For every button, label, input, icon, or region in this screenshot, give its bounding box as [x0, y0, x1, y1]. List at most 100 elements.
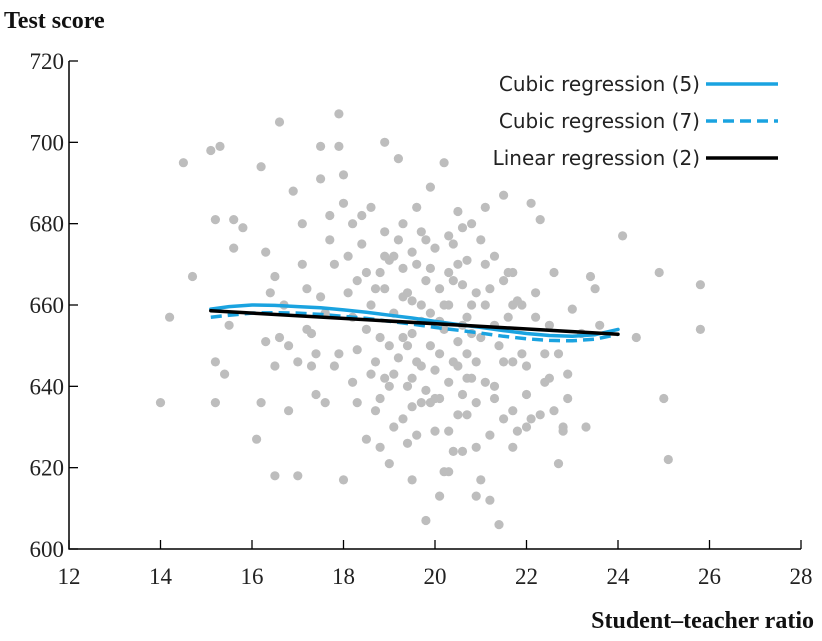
scatter-point	[421, 385, 431, 395]
scatter-point	[444, 300, 454, 310]
y-tick-label: 640	[30, 374, 65, 399]
scatter-point	[274, 117, 285, 127]
scatter-point	[416, 227, 426, 237]
scatter-point	[503, 312, 513, 322]
scatter-point	[316, 174, 326, 184]
scatter-point	[659, 393, 669, 404]
scatter-point	[210, 357, 220, 367]
scatter-point	[430, 393, 440, 404]
scatter-point	[238, 223, 248, 233]
scatter-point	[384, 459, 394, 469]
scatter-point	[334, 109, 344, 119]
scatter-point	[508, 442, 518, 452]
scatter-point	[425, 263, 435, 273]
scatter-point	[444, 231, 454, 241]
x-tick-label: 14	[149, 564, 173, 589]
scatter-point	[325, 235, 335, 245]
x-tick-label: 28	[790, 564, 813, 589]
scatter-point	[695, 280, 706, 290]
x-tick-label: 22	[515, 564, 538, 589]
tick-labels: 12 14 16 18 20 22 24 26 28 600 620 640 660 680 700 720	[30, 49, 813, 589]
scatter-point	[521, 361, 532, 371]
scatter-point	[306, 361, 317, 371]
scatter-point	[508, 357, 518, 367]
scatter-point	[398, 292, 408, 302]
scatter-point	[357, 210, 367, 221]
scatter-point	[412, 259, 422, 269]
scatter-point	[284, 341, 294, 351]
scatter-point	[485, 495, 495, 505]
scatter-point	[398, 219, 408, 229]
scatter-point	[348, 377, 358, 387]
scatter-point	[567, 304, 577, 314]
scatter-point	[334, 349, 344, 359]
scatter-point	[338, 170, 349, 180]
scatter-point	[535, 215, 545, 225]
scatter-point	[494, 520, 504, 530]
scatter-point	[439, 467, 449, 477]
scatter-point	[402, 381, 413, 391]
scatter-point	[453, 259, 463, 269]
scatter-point	[535, 410, 545, 420]
scatter-point	[366, 300, 376, 310]
scatter-point	[284, 406, 294, 416]
scatter-point	[476, 475, 486, 485]
scatter-point	[654, 267, 664, 278]
regression-line-cubic5	[209, 303, 620, 339]
scatter-point	[521, 422, 532, 432]
regression-line-cubic7	[210, 310, 619, 343]
scatter-point	[526, 414, 536, 424]
scatter-point	[663, 454, 673, 465]
scatter-point	[549, 406, 559, 416]
scatter-point	[407, 296, 417, 306]
scatter-point	[402, 341, 413, 351]
scatter-point	[444, 426, 454, 436]
x-tick-label: 12	[58, 564, 81, 589]
scatter-point	[430, 426, 440, 436]
scatter-point	[462, 349, 472, 359]
scatter-point	[270, 361, 280, 371]
scatter-point	[384, 381, 394, 391]
scatter-point	[380, 227, 390, 237]
scatter-point	[398, 414, 408, 424]
scatter-point	[375, 393, 385, 404]
scatter-point	[325, 210, 335, 221]
scatter-point	[457, 389, 468, 400]
scatter-point	[553, 349, 564, 359]
scatter-point	[393, 235, 403, 245]
scatter-point	[187, 271, 198, 282]
scatter-point	[526, 198, 536, 208]
scatter-point	[467, 219, 477, 229]
scatter-point	[297, 219, 307, 229]
scatter-point	[366, 369, 376, 379]
scatter-point	[480, 300, 490, 310]
scatter-point	[338, 475, 349, 485]
scatter-point	[224, 320, 234, 330]
scatter-point	[531, 288, 541, 298]
scatter-point	[467, 300, 477, 310]
scatter-point	[563, 369, 573, 379]
scatter-point	[544, 320, 555, 330]
scatter-point	[435, 284, 445, 294]
y-tick-label: 700	[30, 130, 65, 155]
scatter-point	[288, 186, 298, 196]
y-tick-label: 720	[30, 49, 65, 74]
scatter-point	[489, 251, 500, 261]
x-tick-label: 16	[241, 564, 264, 589]
x-axis-title: Student–teacher ratio	[591, 608, 814, 634]
scatter-point	[531, 312, 541, 322]
scatter-point	[494, 341, 504, 351]
scatter-point	[270, 471, 280, 481]
scatter-point	[178, 158, 188, 168]
scatter-point	[293, 357, 303, 367]
scatter-point	[393, 154, 403, 164]
y-tick-label: 660	[30, 293, 65, 318]
scatter-point	[361, 267, 371, 278]
scatter-point	[448, 276, 458, 286]
scatter-point	[407, 475, 417, 485]
scatter-point	[297, 259, 307, 269]
scatter-point	[544, 373, 555, 383]
scatter-point	[416, 398, 426, 408]
scatter-point	[256, 162, 266, 172]
scatter-point	[480, 259, 490, 269]
